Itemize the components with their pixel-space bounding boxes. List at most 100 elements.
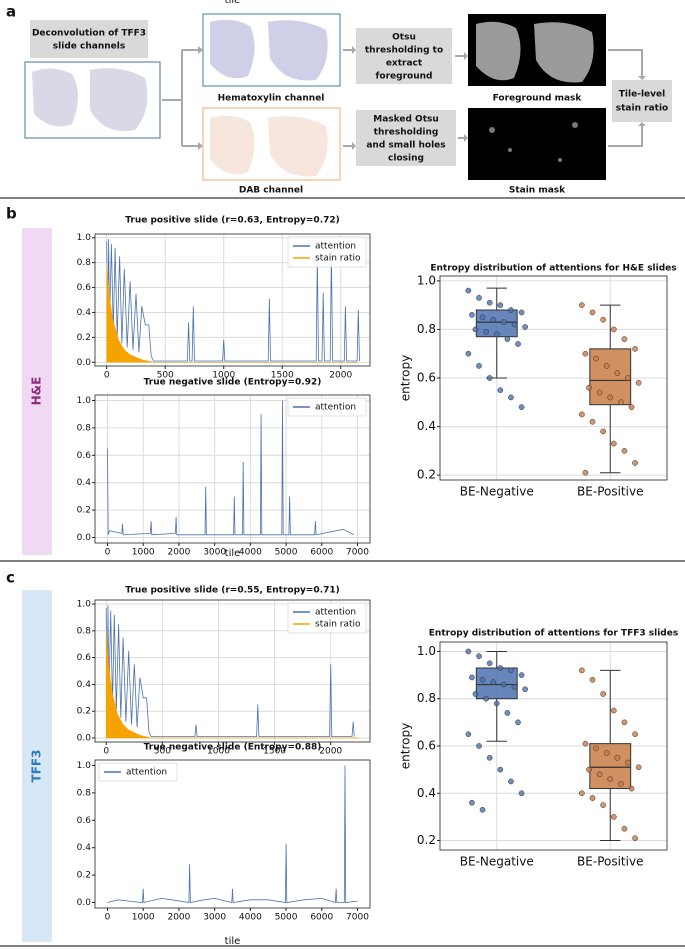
y-tick-label: 0.6 (417, 371, 436, 385)
stain-mask-image (468, 108, 606, 180)
point (589, 418, 596, 425)
point (476, 653, 482, 660)
legend-label: attention (126, 768, 167, 778)
y-tick-label: 0.8 (417, 691, 436, 705)
point (579, 667, 585, 674)
line (107, 400, 355, 536)
y-tick-label: 1.0 (77, 600, 92, 610)
x-tick-label: 4000 (239, 913, 262, 923)
plot-frame (94, 599, 371, 743)
y-tick-label: 1.0 (417, 273, 436, 287)
x-tick-label: BE-Positive (577, 855, 643, 869)
step-text: Deconvolution of TFF3 (32, 29, 146, 39)
x-tick-label: 500 (154, 747, 171, 757)
point (508, 394, 514, 401)
x-tick-label: 0 (104, 371, 110, 381)
x-tick-label: 2000 (167, 913, 190, 923)
image-label: Foreground mask (493, 94, 583, 104)
legend-box (98, 762, 178, 782)
legend-label: attention (315, 608, 356, 618)
point (600, 428, 607, 435)
legend-label: attention (315, 242, 356, 252)
point (607, 776, 614, 782)
side-label: H&E (30, 377, 44, 406)
point (610, 814, 617, 820)
side-band (22, 228, 52, 555)
plot-frame (94, 759, 371, 909)
point (511, 684, 518, 690)
point (476, 295, 482, 301)
x-tick-label: 1000 (212, 371, 235, 381)
point (582, 350, 589, 357)
line (107, 765, 358, 904)
mask (572, 122, 578, 128)
point (465, 350, 472, 357)
y-tick-label: 0.8 (77, 423, 92, 433)
mask (558, 158, 562, 162)
point (486, 375, 493, 381)
point (610, 440, 617, 447)
step-text: and small holes (366, 141, 445, 151)
y-tick-label: 0.6 (77, 816, 92, 826)
point (508, 307, 514, 313)
x-tick-label: 4000 (239, 548, 262, 558)
point (614, 370, 621, 376)
point (490, 316, 497, 323)
point (589, 795, 596, 801)
point (621, 448, 628, 454)
point (522, 324, 528, 330)
y-tick-label: 0.0 (77, 898, 92, 908)
x-tick-label: 0 (105, 913, 111, 923)
x-tick-label: BE-Positive (577, 485, 643, 499)
x-axis-label: tile (225, 548, 241, 559)
point (632, 835, 638, 842)
y-tick-label: 0.2 (77, 506, 91, 516)
x-tick-label: 2000 (167, 548, 190, 558)
point (618, 780, 624, 787)
point (497, 387, 504, 393)
y-axis-label: entropy (399, 355, 413, 401)
y-tick-label: 1.0 (417, 644, 436, 658)
line (106, 238, 360, 362)
point (497, 302, 504, 308)
y-tick-label: 0.2 (77, 707, 91, 717)
point (628, 404, 635, 410)
point (469, 799, 475, 806)
point (593, 355, 599, 362)
arrows (162, 49, 643, 147)
y-tick-label: 0.6 (77, 451, 92, 461)
image-label: Stain mask (509, 186, 566, 196)
point (483, 695, 489, 702)
x-tick-label: 2000 (329, 371, 352, 381)
chart-title: True positive slide (r=0.63, Entropy=0.7… (125, 216, 340, 226)
point (493, 331, 500, 338)
panel-letter: c (6, 569, 15, 587)
step-box (30, 20, 148, 58)
point (621, 825, 628, 832)
point (465, 287, 472, 294)
image-label: Hematoxylin channel (218, 94, 325, 104)
tissue (32, 68, 148, 132)
step-text: Masked Otsu (373, 115, 439, 125)
y-tick-label: 0.8 (77, 626, 92, 636)
point (493, 700, 500, 707)
x-tick-label: 0 (103, 747, 109, 757)
y-tick-label: 1.0 (77, 233, 92, 243)
y-tick-label: 0.8 (77, 258, 92, 268)
side-band (22, 590, 52, 942)
step-box (356, 28, 452, 84)
x-tick-label: 5000 (275, 913, 298, 923)
point (635, 764, 642, 771)
point (515, 719, 521, 726)
tissue (210, 115, 328, 177)
x-tick-label: 3000 (203, 913, 226, 923)
point (511, 321, 518, 328)
area (105, 630, 360, 739)
point (472, 691, 479, 697)
point (522, 686, 528, 693)
step-text: Tile-level (619, 90, 665, 100)
point (518, 790, 525, 797)
box (475, 667, 518, 700)
point (518, 672, 525, 678)
